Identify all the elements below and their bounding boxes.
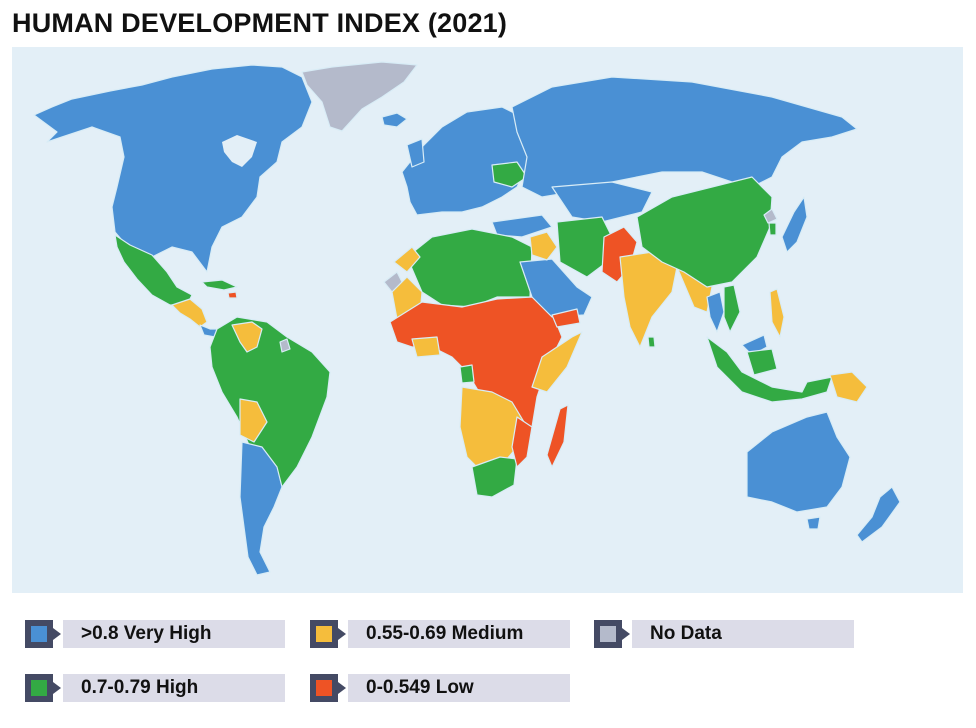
region-vietnam: [723, 284, 741, 333]
region-north-korea: [763, 208, 778, 224]
region-guiana: [279, 338, 291, 353]
legend-swatch-high: [25, 674, 61, 702]
legend-swatch-very-high: [25, 620, 61, 648]
region-horn-of-africa: [531, 331, 583, 393]
region-russia: [511, 76, 858, 198]
region-europe: [401, 106, 533, 216]
region-bolivia: [239, 398, 268, 443]
legend-label: 0-0.549 Low: [348, 674, 570, 702]
legend-label: >0.8 Very High: [63, 620, 285, 648]
region-sri-lanka: [647, 336, 656, 348]
region-southern-cone: [239, 441, 283, 576]
region-new-zealand: [856, 486, 901, 543]
region-tasmania: [806, 516, 821, 530]
legend-item-no-data: No Data: [594, 620, 854, 648]
legend-label: 0.55-0.69 Medium: [348, 620, 570, 648]
legend-item-high: 0.7-0.79 High: [25, 674, 285, 702]
region-ukraine: [491, 161, 528, 188]
region-south-korea: [768, 222, 777, 236]
region-iceland: [381, 112, 408, 128]
legend-swatch-no-data: [594, 620, 630, 648]
region-thailand: [706, 291, 725, 333]
world-map-svg: [33, 61, 901, 576]
region-arabia: [519, 258, 593, 318]
legend-item-low: 0-0.549 Low: [310, 674, 570, 702]
region-madagascar: [546, 404, 569, 468]
region-turkey: [491, 214, 553, 238]
map-title: HUMAN DEVELOPMENT INDEX (2021): [12, 8, 508, 38]
region-haiti: [227, 291, 238, 299]
region-papua-new-guinea: [829, 371, 868, 403]
legend-swatch-low: [310, 674, 346, 702]
region-central-america: [171, 298, 208, 328]
region-philippines: [769, 288, 785, 338]
region-japan: [781, 196, 808, 253]
legend-item-very-high: >0.8 Very High: [25, 620, 285, 648]
region-north-america: [33, 64, 313, 273]
region-cuba: [201, 279, 238, 291]
region-australia: [746, 411, 851, 513]
region-kazakhstan: [551, 181, 653, 223]
region-greenland: [301, 61, 418, 132]
region-china: [636, 176, 773, 288]
legend-label: No Data: [632, 620, 854, 648]
region-gabon: [459, 364, 475, 384]
region-southern-africa: [459, 386, 525, 473]
legend-label: 0.7-0.79 High: [63, 674, 285, 702]
legend-swatch-medium: [310, 620, 346, 648]
region-uk: [406, 138, 425, 168]
region-india: [619, 251, 678, 348]
region-borneo-indonesia: [746, 348, 778, 376]
region-south-america-north: [209, 316, 331, 488]
region-mozambique: [511, 416, 533, 468]
region-iraq-syria: [529, 231, 558, 261]
region-venezuela: [231, 321, 263, 353]
region-north-africa: [406, 228, 533, 308]
legend-item-medium: 0.55-0.69 Medium: [310, 620, 570, 648]
region-south-africa: [471, 456, 518, 498]
region-yemen: [551, 308, 581, 328]
world-map: [12, 47, 963, 593]
region-cote-divoire-ghana: [411, 336, 441, 358]
region-hudson-bay: [222, 135, 257, 167]
region-morocco: [393, 246, 421, 273]
